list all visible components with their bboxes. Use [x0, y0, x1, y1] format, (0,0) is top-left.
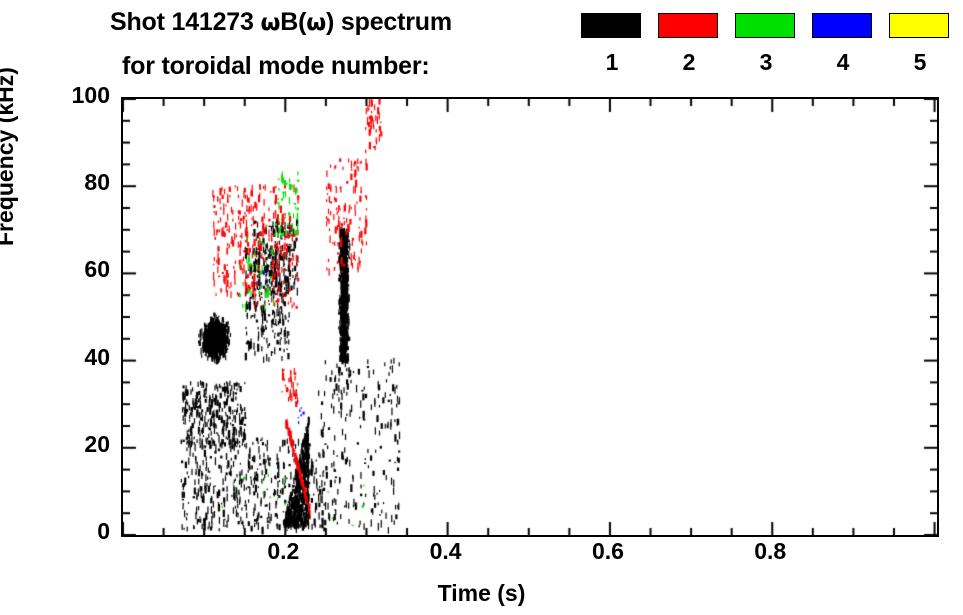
legend-entry-2: 2 — [658, 13, 720, 91]
x-tick-0.2: 0.2 — [267, 538, 300, 564]
legend-label-2: 2 — [682, 49, 696, 75]
legend-label-3: 3 — [759, 49, 773, 75]
y-axis-label: Frequency (kHz) — [0, 67, 18, 246]
x-tick-0.6: 0.6 — [591, 538, 624, 564]
legend-swatch-4 — [812, 13, 872, 38]
y-tick-80: 80 — [84, 169, 110, 196]
page-title: Shot 141273 ωB(ω) spectrum — [110, 8, 452, 37]
y-tick-60: 60 — [84, 256, 110, 283]
y-tick-20: 20 — [84, 430, 110, 457]
spectrogram-canvas — [123, 99, 937, 535]
title-shot-text: Shot 141273 — [110, 8, 261, 36]
legend-swatch-3 — [735, 13, 795, 38]
omega-symbol-1: ω — [260, 10, 281, 36]
omega-symbol-2: ω — [306, 10, 327, 36]
legend-label-4: 4 — [836, 49, 850, 75]
legend: 1 2 3 4 5 — [581, 13, 953, 91]
title-b-text: B( — [280, 8, 307, 36]
legend-entry-3: 3 — [735, 13, 797, 91]
x-axis-label: Time (s) — [437, 580, 526, 606]
legend-entry-1: 1 — [581, 13, 643, 91]
y-tick-40: 40 — [84, 343, 110, 370]
legend-swatch-2 — [658, 13, 718, 38]
legend-entry-5: 5 — [889, 13, 951, 91]
legend-swatch-1 — [581, 13, 641, 38]
x-tick-0.8: 0.8 — [754, 538, 787, 564]
legend-label-1: 1 — [605, 49, 619, 75]
page-subtitle: for toroidal mode number: — [122, 52, 430, 80]
legend-label-5: 5 — [913, 49, 927, 75]
plot-frame — [121, 97, 939, 537]
y-tick-100: 100 — [71, 82, 110, 108]
legend-swatch-5 — [889, 13, 949, 38]
y-tick-0: 0 — [97, 518, 110, 544]
x-tick-0.4: 0.4 — [429, 538, 462, 564]
y-axis-tick-labels: 0 20 40 60 80 100 — [28, 0, 110, 615]
legend-entry-4: 4 — [812, 13, 874, 91]
title-spectrum-text: ) spectrum — [326, 8, 452, 36]
